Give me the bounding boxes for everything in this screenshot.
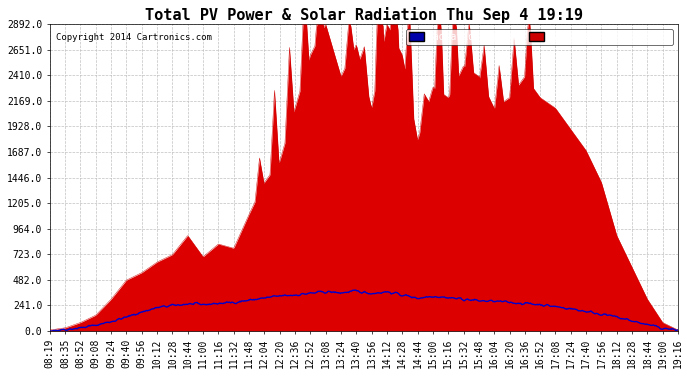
Text: Copyright 2014 Cartronics.com: Copyright 2014 Cartronics.com xyxy=(56,33,212,42)
Title: Total PV Power & Solar Radiation Thu Sep 4 19:19: Total PV Power & Solar Radiation Thu Sep… xyxy=(145,7,583,23)
Legend: Radiation  (w/m2), PV Panels  (DC Watts): Radiation (w/m2), PV Panels (DC Watts) xyxy=(406,29,673,45)
